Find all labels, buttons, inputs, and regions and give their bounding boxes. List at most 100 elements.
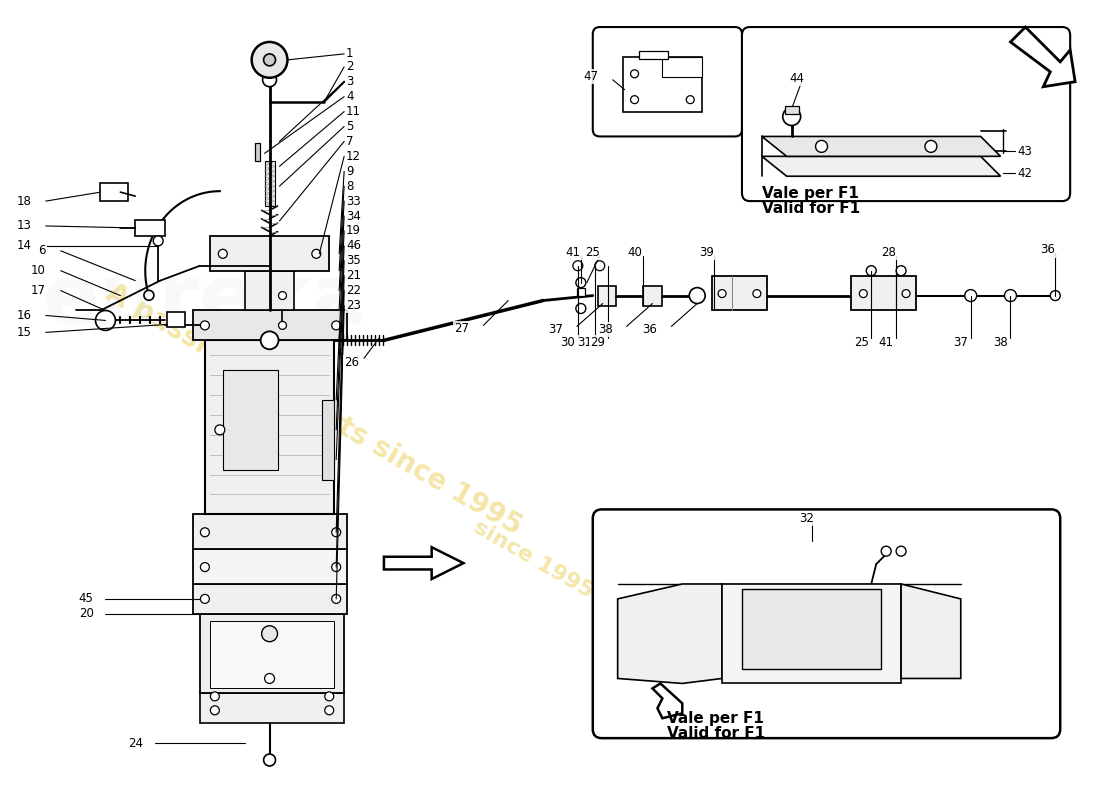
- Bar: [712, 276, 767, 310]
- Text: 2: 2: [346, 60, 353, 74]
- Circle shape: [925, 141, 937, 152]
- Text: 17: 17: [31, 284, 46, 297]
- Text: 43: 43: [1018, 145, 1032, 158]
- Text: 40: 40: [627, 246, 642, 259]
- Text: 27: 27: [454, 322, 470, 335]
- Bar: [192, 310, 348, 340]
- Bar: [851, 276, 916, 310]
- Circle shape: [630, 70, 638, 78]
- Bar: [200, 614, 344, 694]
- Bar: [135, 220, 165, 236]
- Text: 41: 41: [879, 336, 893, 349]
- Text: 19: 19: [346, 225, 361, 238]
- FancyBboxPatch shape: [593, 27, 743, 137]
- FancyBboxPatch shape: [593, 510, 1060, 738]
- Circle shape: [252, 42, 287, 78]
- Circle shape: [752, 290, 761, 298]
- Text: 20: 20: [78, 607, 94, 620]
- Text: 38: 38: [598, 323, 613, 336]
- Bar: [244, 270, 295, 310]
- Text: 7: 7: [346, 135, 353, 148]
- Circle shape: [595, 261, 605, 270]
- Text: 37: 37: [548, 323, 563, 336]
- Bar: [265, 162, 275, 206]
- Text: 9: 9: [346, 165, 353, 178]
- Circle shape: [214, 425, 224, 435]
- Circle shape: [815, 141, 827, 152]
- Text: 30: 30: [561, 336, 575, 349]
- Text: Valid for F1: Valid for F1: [668, 726, 766, 741]
- Text: 37: 37: [954, 336, 968, 349]
- Bar: [784, 106, 799, 114]
- Text: 12: 12: [346, 150, 361, 163]
- Circle shape: [965, 290, 977, 302]
- Bar: [100, 183, 129, 201]
- Circle shape: [210, 692, 219, 701]
- Text: 26: 26: [344, 356, 359, 369]
- Text: Valid for F1: Valid for F1: [762, 201, 860, 215]
- Text: 31: 31: [578, 336, 592, 349]
- Circle shape: [576, 303, 586, 314]
- Circle shape: [630, 96, 638, 104]
- Text: 36: 36: [1040, 243, 1055, 256]
- Circle shape: [200, 594, 209, 603]
- Circle shape: [263, 73, 276, 86]
- Bar: [210, 621, 334, 689]
- Text: 25: 25: [854, 336, 869, 349]
- Text: 39: 39: [698, 246, 714, 259]
- Text: 13: 13: [16, 219, 32, 233]
- Circle shape: [200, 528, 209, 537]
- Text: 3: 3: [346, 75, 353, 88]
- Circle shape: [265, 674, 275, 683]
- Text: 16: 16: [16, 309, 32, 322]
- Text: 23: 23: [346, 299, 361, 312]
- Circle shape: [1050, 290, 1060, 301]
- Circle shape: [278, 291, 286, 299]
- Bar: [192, 514, 348, 549]
- Circle shape: [261, 331, 278, 350]
- Text: 41: 41: [565, 246, 581, 259]
- Bar: [254, 143, 260, 162]
- Circle shape: [200, 562, 209, 571]
- Circle shape: [200, 321, 209, 330]
- Bar: [742, 589, 881, 669]
- Polygon shape: [1011, 27, 1075, 86]
- Text: 29: 29: [591, 336, 605, 349]
- Text: 11: 11: [346, 105, 361, 118]
- Polygon shape: [762, 137, 1001, 156]
- Circle shape: [218, 250, 228, 258]
- Text: 6: 6: [39, 244, 46, 258]
- Circle shape: [686, 96, 694, 104]
- Circle shape: [324, 706, 333, 714]
- Circle shape: [324, 692, 333, 701]
- Text: 45: 45: [78, 593, 94, 606]
- Polygon shape: [384, 547, 463, 579]
- FancyBboxPatch shape: [742, 27, 1070, 201]
- Text: 32: 32: [800, 512, 814, 525]
- Text: 25: 25: [585, 246, 601, 259]
- Text: 15: 15: [16, 326, 32, 339]
- Text: Vale per F1: Vale per F1: [668, 710, 764, 726]
- Circle shape: [881, 546, 891, 556]
- Circle shape: [264, 754, 275, 766]
- Text: 44: 44: [789, 72, 804, 86]
- Text: 47: 47: [584, 70, 598, 83]
- Polygon shape: [652, 683, 682, 718]
- Circle shape: [1004, 290, 1016, 302]
- Circle shape: [332, 321, 341, 330]
- Bar: [192, 584, 348, 614]
- Bar: [322, 400, 334, 479]
- Circle shape: [718, 290, 726, 298]
- Bar: [167, 313, 185, 327]
- Text: 1: 1: [346, 47, 353, 60]
- Text: 10: 10: [31, 264, 46, 278]
- Polygon shape: [901, 584, 960, 678]
- Circle shape: [690, 288, 705, 303]
- Circle shape: [332, 528, 341, 537]
- Text: 24: 24: [129, 737, 143, 750]
- Bar: [623, 57, 702, 111]
- Circle shape: [332, 594, 341, 603]
- Circle shape: [153, 236, 163, 246]
- Circle shape: [278, 322, 286, 330]
- Circle shape: [902, 290, 910, 298]
